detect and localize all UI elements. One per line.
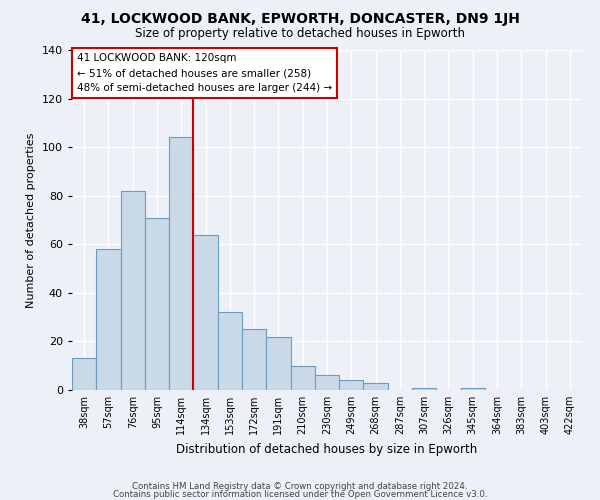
Bar: [242, 330, 266, 390]
Bar: [96, 249, 121, 390]
Y-axis label: Number of detached properties: Number of detached properties: [26, 132, 36, 308]
Text: 41, LOCKWOOD BANK, EPWORTH, DONCASTER, DN9 1JH: 41, LOCKWOOD BANK, EPWORTH, DONCASTER, D…: [80, 12, 520, 26]
X-axis label: Distribution of detached houses by size in Epworth: Distribution of detached houses by size …: [176, 442, 478, 456]
Text: Contains public sector information licensed under the Open Government Licence v3: Contains public sector information licen…: [113, 490, 487, 499]
Bar: [461, 388, 485, 390]
Bar: [121, 191, 145, 390]
Bar: [315, 376, 339, 390]
Text: Contains HM Land Registry data © Crown copyright and database right 2024.: Contains HM Land Registry data © Crown c…: [132, 482, 468, 491]
Bar: [266, 336, 290, 390]
Text: Size of property relative to detached houses in Epworth: Size of property relative to detached ho…: [135, 28, 465, 40]
Bar: [218, 312, 242, 390]
Text: 41 LOCKWOOD BANK: 120sqm
← 51% of detached houses are smaller (258)
48% of semi-: 41 LOCKWOOD BANK: 120sqm ← 51% of detach…: [77, 54, 332, 93]
Bar: [412, 388, 436, 390]
Bar: [364, 382, 388, 390]
Bar: [290, 366, 315, 390]
Bar: [72, 358, 96, 390]
Bar: [145, 218, 169, 390]
Bar: [169, 138, 193, 390]
Bar: [193, 234, 218, 390]
Bar: [339, 380, 364, 390]
